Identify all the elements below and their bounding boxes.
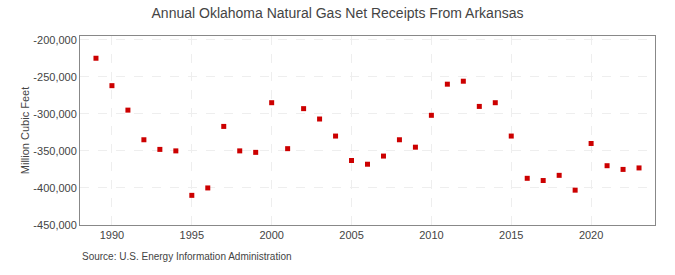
svg-text:-300,000: -300,000 [33, 108, 76, 120]
svg-text:2005: 2005 [339, 229, 363, 241]
svg-text:2015: 2015 [499, 229, 523, 241]
svg-text:Million Cubic Feet: Million Cubic Feet [19, 87, 31, 174]
svg-text:2000: 2000 [259, 229, 283, 241]
svg-text:-400,000: -400,000 [33, 182, 76, 194]
svg-text:1995: 1995 [180, 229, 204, 241]
svg-text:-250,000: -250,000 [33, 71, 76, 83]
svg-text:2020: 2020 [579, 229, 603, 241]
svg-text:1990: 1990 [100, 229, 124, 241]
svg-text:-450,000: -450,000 [33, 219, 76, 231]
svg-text:-200,000: -200,000 [33, 34, 76, 46]
svg-text:Source: U.S. Energy Informatio: Source: U.S. Energy Information Administ… [82, 251, 292, 262]
svg-text:2010: 2010 [419, 229, 443, 241]
svg-text:Annual Oklahoma Natural Gas Ne: Annual Oklahoma Natural Gas Net Receipts… [152, 5, 524, 21]
svg-text:-350,000: -350,000 [33, 145, 76, 157]
